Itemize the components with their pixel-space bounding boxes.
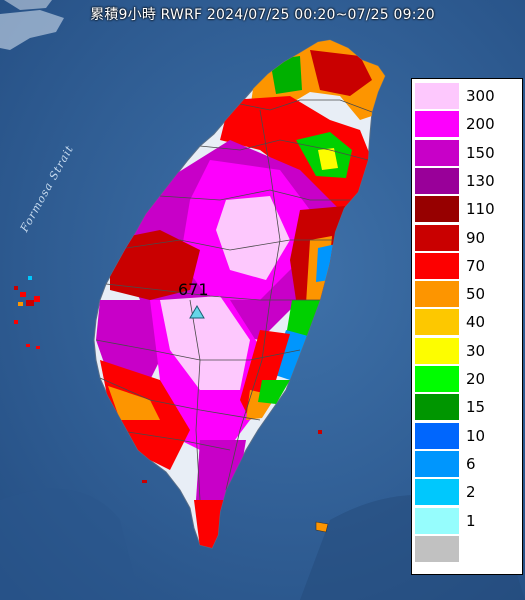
legend-label: 30 [466, 341, 486, 360]
max-rainfall-label: 671 [178, 280, 209, 299]
legend-label: 150 [466, 143, 495, 162]
legend-swatch [415, 196, 459, 224]
green-island [315, 521, 329, 533]
legend-swatch [415, 139, 459, 167]
legend-label: 1 [466, 511, 476, 530]
legend-swatch [415, 535, 459, 563]
legend-label: 130 [466, 171, 495, 190]
legend-swatch [415, 450, 459, 478]
legend-swatch [415, 111, 459, 139]
triangle-marker-icon [189, 305, 205, 319]
legend-label: 50 [466, 285, 486, 304]
legend-label: 300 [466, 87, 495, 105]
legend-row: 2 [412, 479, 524, 507]
legend-label: 110 [466, 200, 495, 219]
legend-label: 70 [466, 256, 486, 275]
legend-row: 150 [412, 139, 524, 167]
legend-swatch [415, 479, 459, 507]
legend-row: 1 [412, 507, 524, 535]
legend-swatch [415, 507, 459, 535]
legend-swatch [415, 366, 459, 393]
legend-row: 6 [412, 450, 524, 478]
legend-swatch [415, 224, 459, 252]
penghu-islands [14, 276, 40, 349]
county-boundaries [95, 99, 373, 501]
legend-row: 10 [412, 422, 524, 450]
legend-label: 40 [466, 313, 486, 332]
legend-label: 15 [466, 398, 486, 417]
legend-label: 20 [466, 370, 486, 388]
legend-row: 20 [412, 366, 524, 393]
legend-swatch [415, 83, 459, 110]
map-title: 累積9小時 RWRF 2024/07/25 00:20~07/25 09:20 [90, 7, 435, 23]
rainfall-shading [96, 40, 385, 548]
legend-swatch [415, 394, 459, 422]
legend-swatch [415, 337, 459, 365]
legend-swatch [415, 281, 459, 309]
cloud-patch [4, 0, 52, 10]
legend-swatch [415, 309, 459, 337]
legend-row [412, 535, 524, 563]
rainfall-legend: 300 200 150 130 110 90 70 50 40 30 20 15 10 6 2 1 [411, 78, 523, 575]
legend-row: 110 [412, 196, 524, 224]
legend-row: 15 [412, 394, 524, 422]
legend-swatch [415, 167, 459, 195]
legend-row: 50 [412, 281, 524, 309]
cloud-patch [0, 10, 64, 50]
legend-row: 40 [412, 309, 524, 337]
orchid-island [318, 430, 322, 434]
legend-row: 130 [412, 167, 524, 195]
legend-label: 2 [466, 483, 476, 502]
coast-dot [142, 480, 147, 483]
legend-row: 300 [412, 83, 524, 110]
legend-swatch [415, 252, 459, 280]
legend-row: 70 [412, 252, 524, 280]
legend-row: 200 [412, 111, 524, 139]
legend-label: 6 [466, 454, 476, 473]
legend-row: 30 [412, 337, 524, 365]
ocean-relief [0, 488, 140, 600]
legend-label: 10 [466, 426, 486, 445]
legend-swatch [415, 422, 459, 450]
legend-label: 90 [466, 228, 486, 247]
legend-label: 200 [466, 115, 495, 134]
legend-row: 90 [412, 224, 524, 252]
